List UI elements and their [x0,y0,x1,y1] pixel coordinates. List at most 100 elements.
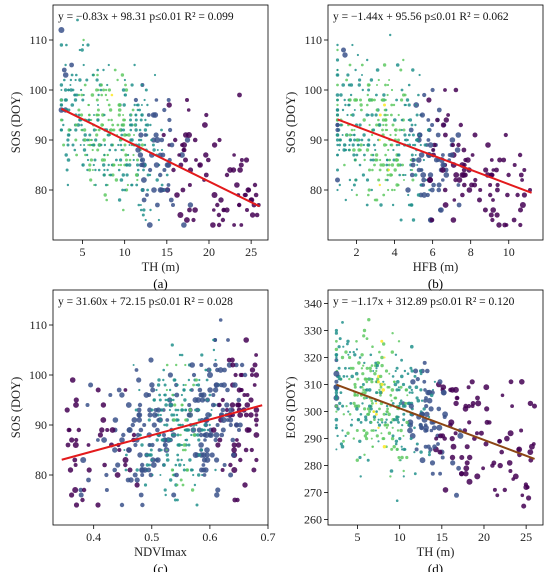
panel-c-point [187,443,191,447]
panel-b-point [339,93,343,97]
panel-a-point [140,188,145,192]
panel-a-point [95,98,99,102]
panel-a-point [230,167,237,173]
panel-d-point [393,396,397,400]
panel-c-point [131,417,138,423]
panel-c-point [231,467,238,473]
panel-b-point [341,134,344,136]
panel-b-point [518,172,524,178]
panel-d-point [402,418,406,422]
panel-b-point [402,58,405,62]
panel-b-point [336,83,339,87]
panel-c-point [162,463,166,467]
panel-b-point [393,188,396,192]
panel-d-point [508,379,514,385]
panel-a-point [146,113,151,117]
panel-c-point [143,392,150,398]
panel-b-point [354,158,357,162]
panel-b-point [341,108,345,112]
panel-c-point [131,432,137,438]
panel-a-point [136,158,139,162]
panel-a-point [100,123,104,127]
panel-a-y-tick-label: 80 [35,183,47,197]
panel-b-point [343,148,347,152]
panel-a-point [70,73,74,77]
panel-d-point [393,380,396,384]
panel-d-point [401,382,406,387]
panel-d-point [362,396,366,400]
panel-d-point [344,350,348,354]
panel-a-point [120,73,125,77]
panel-c-point [147,412,153,418]
panel-c-point [150,408,154,412]
panel-b-point [382,123,385,127]
panel-b-point [399,218,403,222]
panel-b-point [378,113,382,117]
panel-c-point [156,383,161,387]
panel-b-point [400,98,404,102]
panel-c-point [151,422,157,428]
panel-c-point [212,387,219,393]
panel-c-point [208,393,212,397]
panel-a-point [192,207,198,213]
panel-a-point [160,128,163,132]
panel-a-point [124,88,129,92]
panel-c-point [235,402,241,408]
panel-b-point [443,172,450,178]
panel-b-point [409,169,412,171]
panel-a-point [136,178,139,182]
panel-c-point [196,383,201,387]
panel-d-point [504,435,510,442]
panel-d-point [371,345,374,349]
panel-c-point [225,408,229,412]
panel-d-point [437,379,443,385]
panel-d-point [389,421,393,424]
panel-d-point [387,412,391,417]
panel-b-point [483,167,489,173]
panel-d-point [363,453,366,456]
panel-b-point [421,192,428,198]
panel-d-y-axis-label: EOS (DOY) [284,376,298,438]
panel-c-point [199,467,204,473]
panel-a-point [92,163,95,167]
panel-a-point [238,162,244,168]
panel-a-point [136,108,139,112]
panel-b-x-tick-label: 2 [354,245,360,259]
panel-c-point [197,387,203,393]
panel-c-point [67,467,74,473]
panel-b-point [402,93,406,97]
panel-c-point [171,492,177,498]
panel-d-point [449,436,455,442]
panel-c-point [220,468,225,472]
panel-d-point [356,377,360,381]
panel-a-point [181,222,187,228]
panel-a-point [93,114,95,116]
panel-a-point [59,43,64,47]
panel-c-point [163,383,167,387]
panel-a-point [132,158,135,162]
panel-d-point [365,431,369,436]
panel-a-regression-line [60,107,261,208]
panel-d-point [352,401,356,405]
panel-c-point [182,443,187,447]
panel-d-point [406,372,410,376]
panel-c-point [180,408,184,412]
panel-c-point [178,463,182,467]
panel-d-point [369,377,373,381]
panel-a-point [106,98,109,102]
panel-c-point [188,458,192,462]
panel-b-point [348,63,352,67]
panel-b-point [431,182,436,188]
panel-a-point [86,158,90,162]
panel-c-point [149,448,153,452]
panel-b-point [397,163,400,167]
panel-c-point [179,478,183,482]
panel-d-point [402,412,406,416]
panel-d-point [380,363,384,368]
panel-d-point [402,447,406,451]
panel-a-point [75,153,78,157]
panel-c-point [78,487,84,493]
panel-b-point [460,192,465,198]
panel-c-point [192,433,196,437]
panel-c-point [254,353,258,357]
